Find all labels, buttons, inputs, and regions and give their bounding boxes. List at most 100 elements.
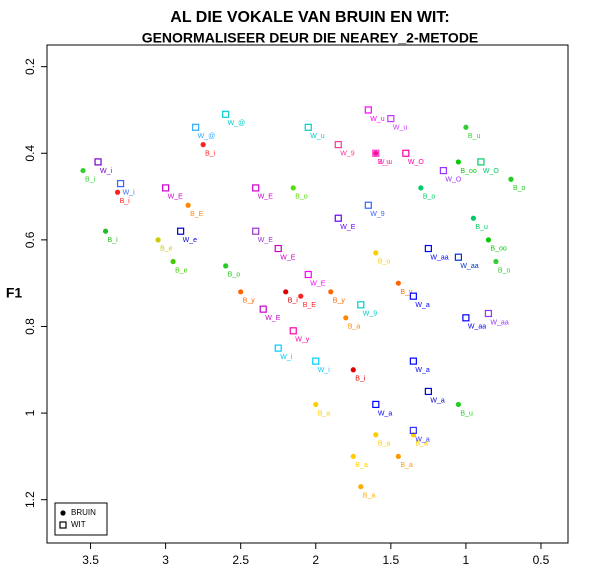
point [304, 270, 312, 279]
point [80, 167, 86, 174]
point-label: B_a [378, 441, 391, 448]
point [372, 149, 380, 157]
point-label: W_9 [363, 311, 378, 318]
point [455, 401, 461, 408]
y-tick-label: 1 [23, 409, 37, 416]
point-label: W_a [378, 410, 393, 417]
point [409, 292, 417, 300]
point [358, 484, 364, 490]
point-label: B_e [160, 246, 173, 253]
point-label: B_i [108, 237, 119, 244]
point [372, 400, 380, 409]
point-label: W_u [378, 159, 393, 166]
y-axis-label: F1 [6, 285, 23, 301]
point-label: B_i [288, 298, 299, 305]
legend-marker [60, 510, 66, 516]
point [462, 314, 470, 322]
point [350, 367, 356, 373]
point-label: W_E [310, 280, 326, 287]
point-label: B_o [498, 267, 511, 274]
chart-title: AL DIE VOKALE VAN BRUIN EN WIT: [170, 9, 449, 26]
y-tick-label: 0.4 [23, 145, 37, 162]
point [304, 123, 312, 131]
point [252, 227, 260, 235]
point [290, 185, 296, 191]
point [395, 280, 401, 286]
point [162, 184, 170, 192]
point-label: W_E [265, 315, 281, 322]
chart-subtitle: GENORMALISEER DEUR DIE NEAREY_2-METODE [142, 30, 479, 46]
point [298, 293, 304, 299]
point-label: W_e [183, 237, 198, 244]
point [470, 215, 477, 221]
point [177, 227, 185, 235]
point-label: W_i [318, 367, 331, 374]
point [238, 289, 244, 295]
point-label: W_E [280, 254, 296, 261]
point-label: B_y [400, 289, 413, 296]
point-label: W_a [430, 397, 445, 404]
point-label: B_o [513, 185, 526, 192]
y-tick-label: 1.2 [23, 491, 37, 508]
point-label: W_E [168, 194, 184, 201]
point-label: B_a [348, 324, 361, 331]
point-label: W_9 [370, 211, 385, 218]
point-label: W_u [393, 124, 408, 131]
point-label: W_u [370, 116, 385, 123]
point [200, 142, 206, 148]
point-label: B_oo [460, 168, 476, 175]
point [373, 250, 379, 256]
point [155, 237, 161, 243]
point-label: W_i [123, 189, 136, 196]
point [409, 357, 417, 365]
point-label: W_O [445, 176, 462, 183]
point-label: B_E [303, 302, 317, 309]
point-label: W_aa [430, 254, 448, 261]
point [364, 106, 372, 114]
point-label: W_i [280, 354, 293, 361]
point [477, 158, 485, 166]
point-label: W_E [258, 237, 274, 244]
point [312, 357, 320, 365]
point [387, 115, 395, 123]
point [328, 289, 334, 295]
point [493, 258, 499, 265]
legend-label: BRUIN [71, 508, 96, 517]
point-label: B_o [295, 194, 308, 201]
point-label: B_a [400, 462, 413, 469]
point-label: B_u [378, 159, 391, 166]
point-label: W_@ [228, 120, 246, 127]
point-label: B_y [243, 298, 256, 305]
point [114, 189, 121, 195]
point [418, 185, 424, 191]
point [334, 141, 342, 149]
point-label: W_9 [340, 150, 355, 157]
y-tick-label: 0.6 [23, 231, 37, 248]
plot-frame [46, 44, 569, 544]
point [455, 159, 461, 165]
point [395, 453, 401, 459]
x-tick-label: 2.5 [232, 553, 249, 567]
point [350, 453, 356, 459]
x-tick-label: 3 [162, 553, 169, 567]
point-label: W_u [310, 133, 325, 140]
point [185, 202, 191, 208]
point-label: B_a [355, 462, 368, 469]
point [373, 432, 379, 438]
point [485, 237, 492, 243]
point-label: W_a [415, 367, 430, 374]
point [334, 214, 342, 222]
point-label: W_O [483, 168, 500, 175]
point [357, 301, 365, 309]
point-label: W_aa [460, 263, 478, 270]
point-label: W_E [340, 224, 356, 231]
x-tick-label: 2 [312, 553, 319, 567]
point [116, 179, 125, 188]
point [170, 258, 176, 265]
point-label: W_E [258, 194, 274, 201]
point [484, 309, 493, 318]
point [424, 244, 432, 253]
point-label: B_a [318, 410, 331, 417]
point [508, 176, 514, 182]
point [402, 149, 410, 157]
